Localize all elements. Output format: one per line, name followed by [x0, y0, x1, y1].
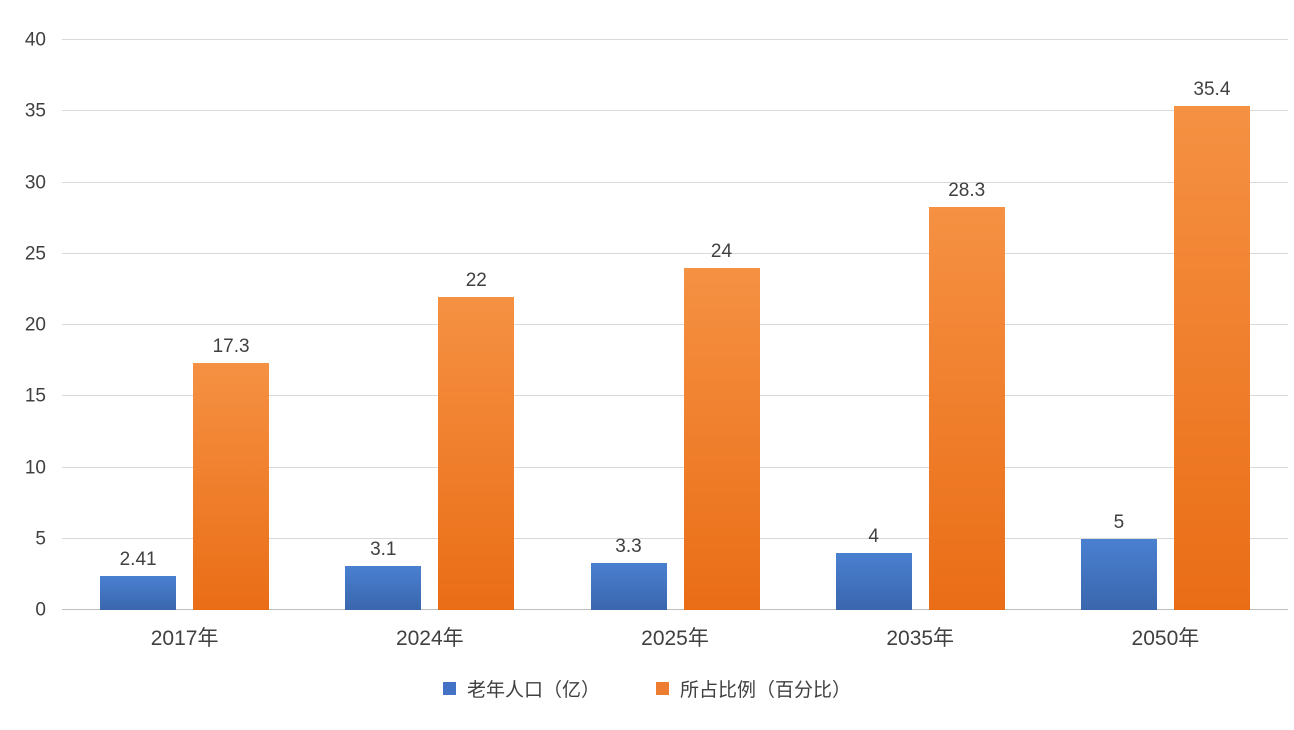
legend-item: 老年人口（亿）	[442, 675, 600, 702]
y-tick-label: 30	[24, 172, 46, 193]
gridline	[62, 537, 1288, 539]
gridline	[62, 39, 1288, 40]
y-tick-label: 15	[24, 385, 46, 407]
gridlines	[62, 39, 1288, 610]
legend-label: 老年人口（亿）	[466, 679, 600, 701]
x-axis: 2017年 2024年 2025年 2035年 2050年	[62, 622, 1288, 652]
legend: 老年人口（亿） 所占比例（百分比）	[0, 668, 1294, 708]
bar-groups: 2.41 17.3 3.1 22 3.3 24 4 28.3 5 35.4	[62, 40, 1288, 610]
bar-percentage: 35.4	[1173, 80, 1250, 610]
y-axis: 0 5 10 15 20 25 30 35 40	[0, 31, 46, 620]
data-label: 3.1	[370, 538, 397, 560]
gridline	[62, 324, 1288, 325]
x-category-label: 2024年	[395, 627, 464, 650]
bar-population: 3.3	[590, 537, 667, 610]
data-label: 28.3	[948, 179, 986, 201]
data-label: 3.3	[615, 535, 642, 557]
bar-population: 3.1	[345, 540, 422, 610]
bar-group: 3.3 24	[552, 40, 797, 610]
y-tick-label: 25	[24, 243, 46, 265]
data-label: 2.41	[119, 548, 157, 570]
y-tick-label: 0	[35, 599, 46, 621]
y-tick-label: 20	[24, 314, 46, 336]
legend-item: 所占比例（百分比）	[656, 675, 851, 702]
gridline	[62, 181, 1288, 183]
bar-percentage: 28.3	[928, 181, 1005, 610]
gridline	[62, 466, 1288, 468]
data-label: 35.4	[1193, 78, 1231, 100]
x-axis-baseline	[62, 609, 1288, 610]
bar-population: 4	[835, 527, 912, 610]
x-category-label: 2035年	[886, 627, 955, 650]
bar-group: 4 28.3	[798, 40, 1043, 610]
bar-population: 5	[1080, 513, 1157, 610]
bar-group: 5 35.4	[1043, 40, 1288, 610]
data-label: 22	[465, 269, 487, 291]
bar-group: 3.1 22	[307, 40, 552, 610]
bar-group: 2.41 17.3	[62, 40, 307, 610]
data-label: 4	[868, 526, 879, 547]
data-label: 5	[1113, 511, 1125, 533]
y-tick-label: 5	[35, 528, 46, 550]
x-category-label: 2025年	[641, 627, 709, 650]
data-label: 24	[710, 241, 733, 262]
x-category-label: 2050年	[1131, 627, 1200, 650]
gridline	[62, 252, 1288, 254]
bar-percentage: 22	[438, 271, 515, 610]
bar-population: 2.41	[100, 550, 177, 610]
y-tick-label: 35	[24, 100, 46, 122]
legend-swatch-icon	[656, 681, 669, 695]
gridline	[62, 110, 1288, 112]
gridline	[62, 395, 1288, 397]
legend-swatch-icon	[442, 681, 456, 695]
data-label: 17.3	[212, 336, 250, 358]
x-category-label: 2017年	[150, 627, 219, 650]
legend-label: 所占比例（百分比）	[680, 679, 852, 701]
bar-percentage: 24	[683, 242, 760, 610]
plot-area: 2.41 17.3 3.1 22 3.3 24 4 28.3 5 35.4	[62, 39, 1288, 610]
y-tick-label: 10	[24, 457, 46, 478]
bar-percentage: 17.3	[193, 337, 270, 610]
y-tick-label: 40	[24, 29, 46, 51]
